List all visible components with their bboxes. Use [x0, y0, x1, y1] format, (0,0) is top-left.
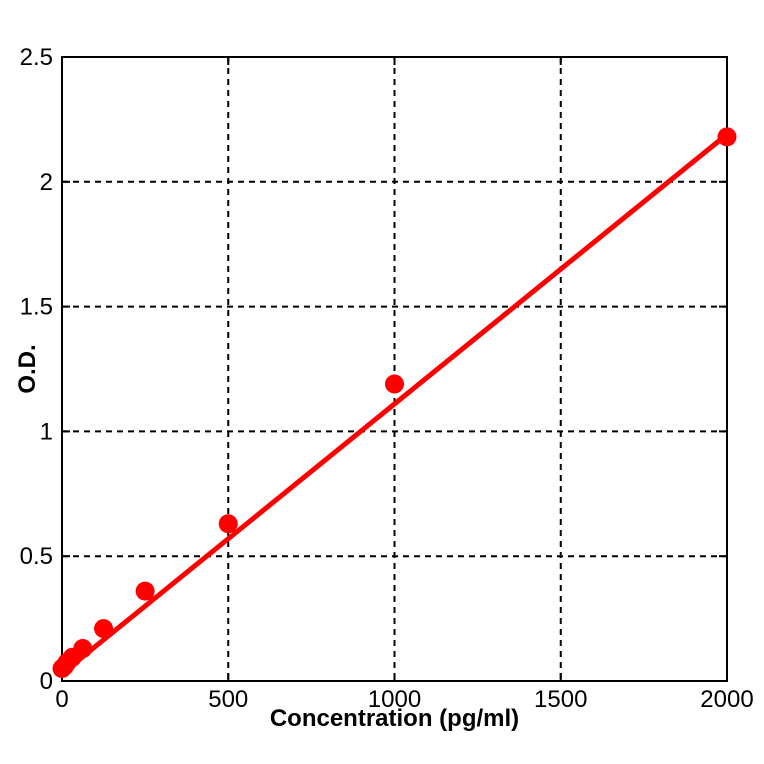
y-tick-label: 0	[40, 668, 53, 695]
y-tick-label: 0.5	[20, 543, 53, 570]
data-point	[717, 127, 737, 147]
x-tick-label: 2000	[700, 686, 753, 713]
data-point	[385, 374, 404, 394]
x-tick-label: 500	[208, 686, 248, 713]
data-point	[135, 581, 155, 601]
y-tick-label: 2.5	[20, 44, 53, 71]
fit-line	[59, 131, 730, 677]
data-point	[218, 514, 238, 534]
data-point	[73, 639, 93, 659]
y-tick-label: 2	[40, 169, 53, 196]
x-tick-label: 0	[55, 686, 68, 713]
x-tick-label: 1000	[368, 686, 421, 713]
x-axis-title: Concentration (pg/ml)	[269, 705, 520, 732]
x-tick-label: 1500	[534, 686, 587, 713]
data-point	[94, 619, 114, 639]
y-tick-label: 1	[40, 418, 53, 445]
y-tick-label: 1.5	[20, 294, 53, 321]
y-axis-title: O.D.	[13, 344, 41, 394]
